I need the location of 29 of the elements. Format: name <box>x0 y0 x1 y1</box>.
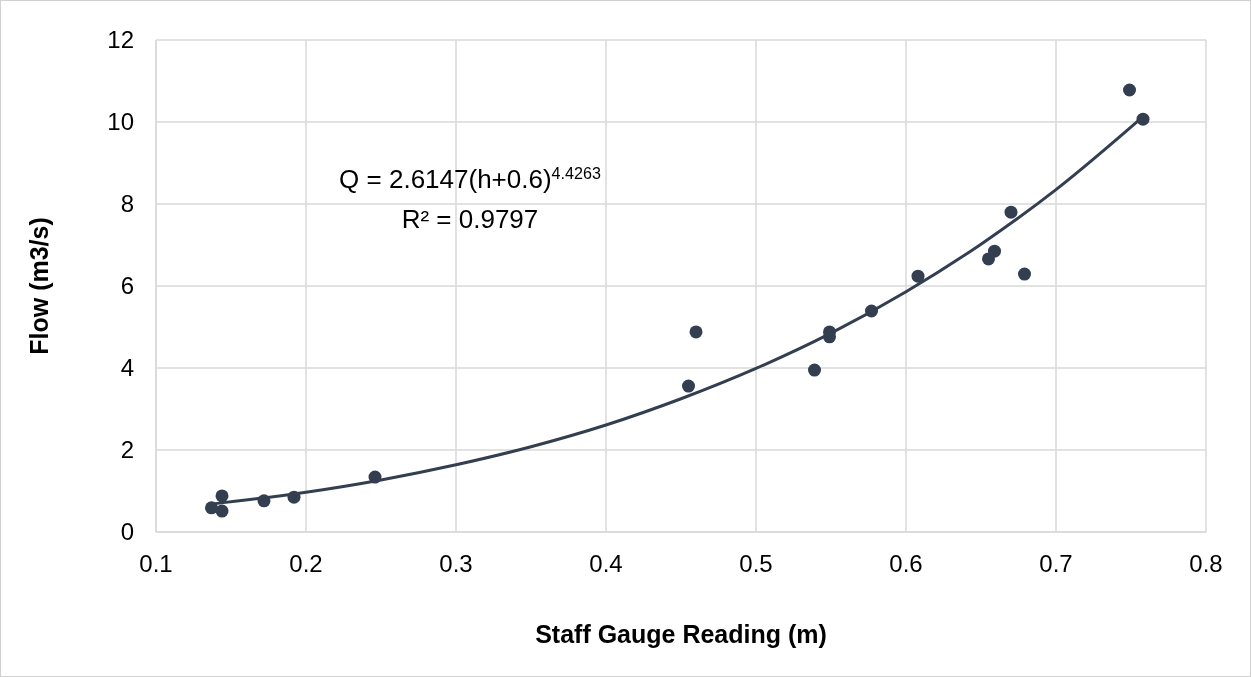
x-tick-label: 0.8 <box>1189 550 1223 577</box>
x-tick-label: 0.1 <box>139 550 173 577</box>
point <box>911 269 925 283</box>
x-axis-title: Staff Gauge Reading (m) <box>535 620 827 648</box>
y-tick-label: 6 <box>120 272 134 299</box>
x-tick-label: 0.7 <box>1039 550 1073 577</box>
annotation: Q = 2.6147(h+0.6)$^{4.4263}$ <box>339 164 601 194</box>
y-tick-label: 4 <box>120 354 134 381</box>
x-tick-label: 0.6 <box>889 550 923 577</box>
y-tick-label: 8 <box>120 190 134 217</box>
y-tick-label: 0 <box>120 518 134 545</box>
y-tick-label: 2 <box>120 436 134 463</box>
x-tick-label: 0.4 <box>589 550 623 577</box>
point <box>1004 205 1018 219</box>
point <box>1018 267 1031 281</box>
y-axis-title: Flow (m3/s) <box>25 217 53 355</box>
point <box>1123 83 1136 97</box>
annotation: R² = 0.9797 <box>401 204 539 234</box>
point <box>988 244 1001 258</box>
x-tick-label: 0.2 <box>289 550 323 577</box>
point <box>682 379 695 393</box>
point <box>215 489 229 503</box>
point <box>215 504 229 518</box>
x-tick-label: 0.5 <box>739 550 773 577</box>
point <box>808 363 821 377</box>
y-tick-label: 10 <box>107 108 134 135</box>
y-tick-label: 12 <box>107 26 134 53</box>
x-tick-label: 0.3 <box>439 550 473 577</box>
point <box>689 325 703 339</box>
